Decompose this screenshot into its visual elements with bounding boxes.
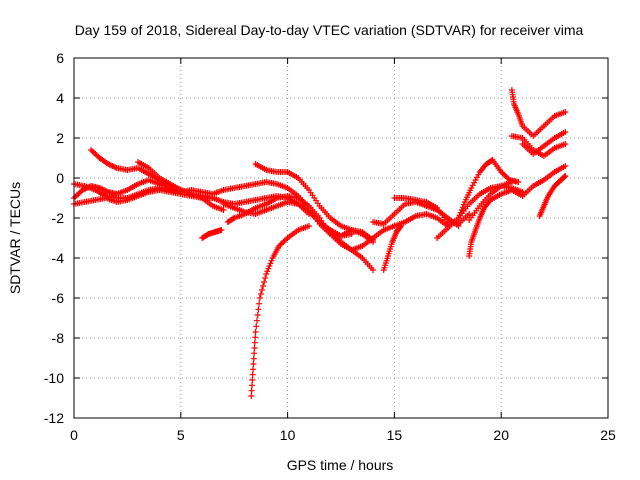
- data-point: [248, 393, 255, 399]
- y-tick-label: -4: [52, 250, 65, 266]
- series-track-q: [455, 157, 522, 221]
- data-point: [370, 267, 377, 273]
- data-point: [266, 263, 273, 269]
- data-point: [457, 209, 464, 216]
- y-axis-label: SDTVAR / TECUs: [7, 182, 23, 294]
- data-point: [257, 291, 264, 297]
- chart-title: Day 159 of 2018, Sidereal Day-to-day VTE…: [75, 22, 584, 38]
- data-point: [562, 163, 569, 169]
- series-track-j: [220, 199, 355, 239]
- x-tick-label: 0: [70, 427, 78, 443]
- series-track-w: [536, 173, 569, 219]
- y-tick-label: 4: [56, 90, 64, 106]
- x-tick-label: 5: [177, 427, 185, 443]
- data-point: [252, 329, 259, 335]
- data-point: [562, 141, 569, 147]
- data-point: [261, 279, 268, 285]
- data-point: [250, 355, 257, 362]
- data-point: [459, 204, 466, 211]
- data-point: [508, 179, 515, 185]
- data-points: [71, 87, 569, 399]
- data-point: [250, 366, 257, 373]
- series-track-n: [380, 223, 404, 273]
- data-point: [249, 377, 256, 383]
- data-point: [458, 207, 465, 213]
- data-point: [262, 275, 269, 281]
- data-point: [455, 215, 462, 221]
- data-point: [397, 223, 404, 229]
- x-tick-label: 10: [280, 427, 296, 443]
- data-point: [265, 265, 272, 272]
- data-point: [258, 287, 265, 293]
- data-point: [267, 260, 274, 267]
- data-point: [251, 345, 258, 351]
- data-point: [562, 109, 569, 115]
- data-point: [268, 257, 275, 264]
- series-track-r: [466, 163, 569, 259]
- series-track-d: [88, 147, 227, 213]
- data-point: [515, 179, 522, 185]
- y-tick-label: 6: [56, 50, 64, 66]
- data-point: [397, 224, 404, 230]
- x-tick-label: 25: [600, 427, 616, 443]
- data-point: [456, 212, 463, 219]
- axis-ticks: 0 5 10 15 20 25 -12 -10 -8 -6 -4 -2 0 2 4 6: [44, 50, 616, 443]
- series-track-t: [508, 87, 569, 139]
- data-point: [248, 387, 255, 394]
- data-point: [260, 283, 267, 289]
- plot-frame: [73, 57, 609, 419]
- series-track-c: [71, 183, 120, 201]
- data-point: [253, 323, 260, 330]
- data-point: [252, 334, 259, 341]
- data-point: [218, 227, 225, 233]
- x-tick-label: 15: [387, 427, 403, 443]
- y-tick-label: 0: [56, 170, 64, 186]
- data-point: [254, 312, 261, 318]
- series-track-b: [71, 187, 216, 207]
- data-point: [249, 382, 255, 389]
- data-point: [264, 268, 271, 275]
- y-tick-label: -12: [44, 410, 64, 426]
- data-point: [562, 173, 569, 179]
- data-point: [460, 201, 467, 208]
- data-point: [561, 173, 568, 180]
- data-point: [220, 207, 227, 213]
- series-track-g: [199, 227, 225, 241]
- series-track-k: [252, 161, 377, 245]
- y-tick-label: -10: [44, 370, 64, 386]
- series-track-s: [466, 179, 515, 223]
- data-point: [305, 223, 312, 229]
- data-point: [263, 271, 270, 277]
- y-tick-label: 2: [56, 130, 64, 146]
- data-point: [253, 317, 260, 324]
- data-point: [466, 211, 473, 217]
- data-point: [249, 371, 256, 378]
- data-point: [250, 361, 257, 367]
- series-track-v: [519, 129, 569, 157]
- y-tick-label: -2: [52, 210, 65, 226]
- y-tick-label: -8: [52, 330, 65, 346]
- data-point: [562, 129, 569, 135]
- data-point: [256, 295, 263, 301]
- data-point: [251, 350, 258, 357]
- data-point: [256, 300, 263, 307]
- x-axis-label: GPS time / hours: [287, 457, 394, 473]
- data-point: [230, 215, 237, 222]
- x-tick-label: 20: [493, 427, 509, 443]
- y-tick-label: -6: [52, 290, 65, 306]
- data-point: [251, 339, 258, 346]
- data-point: [255, 306, 262, 313]
- series-track-i: [248, 223, 312, 399]
